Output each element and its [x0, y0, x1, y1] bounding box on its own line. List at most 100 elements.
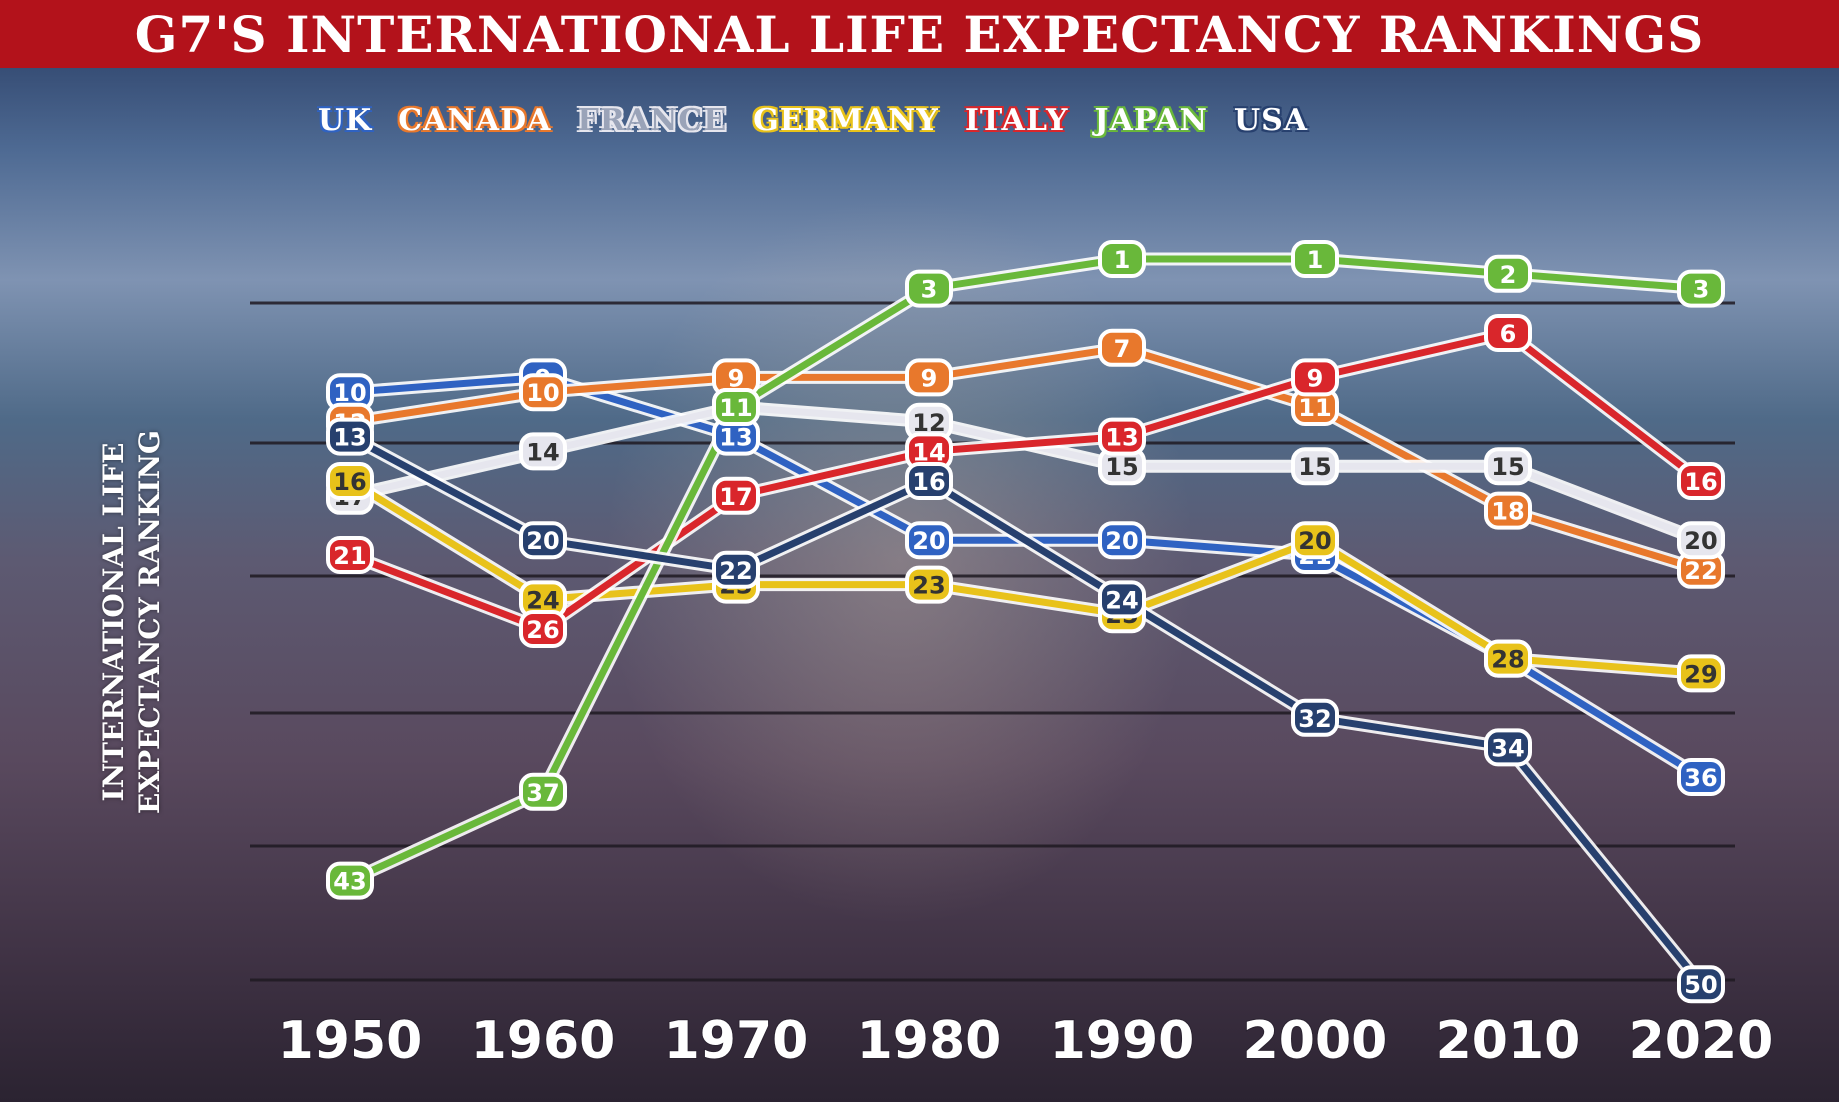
data-label-germany-1960: 24: [526, 586, 559, 614]
data-label-usa-1990: 24: [1105, 586, 1138, 614]
legend-item-canada: CANADA: [398, 102, 552, 138]
data-label-japan-1990: 1: [1114, 246, 1131, 274]
data-label-usa-1950: 13: [333, 424, 366, 452]
data-label-france-2010: 15: [1491, 453, 1524, 481]
point-italy-2020: [1677, 462, 1725, 500]
series-line-japan: [346, 255, 1705, 885]
point-germany-1950: [326, 462, 374, 500]
data-label-germany-2010: 28: [1491, 646, 1524, 674]
series-line-canada: [346, 344, 1705, 574]
data-label-canada-1960: 10: [526, 379, 559, 407]
data-label-france-2020: 20: [1684, 527, 1717, 555]
point-japan-2000: [1291, 240, 1339, 278]
data-label-uk-1950: 10: [333, 379, 366, 407]
data-label-germany-1950: 16: [333, 468, 366, 496]
data-label-italy-1950: 21: [333, 542, 366, 570]
series-germany: [343, 474, 1708, 680]
data-label-usa-2010: 34: [1491, 734, 1524, 762]
point-germany-2010: [1484, 639, 1532, 678]
point-canada-1990: [1098, 328, 1146, 367]
point-japan-1970: [712, 388, 760, 426]
point-usa-1970: [712, 550, 760, 589]
data-label-uk-1980: 20: [912, 527, 945, 555]
data-label-france-2000: 15: [1298, 453, 1331, 481]
data-label-usa-1980: 16: [912, 468, 945, 496]
data-label-uk-2020: 36: [1684, 764, 1717, 792]
data-label-canada-2010: 18: [1491, 498, 1524, 526]
data-label-italy-1980: 14: [912, 438, 945, 466]
legend-item-usa: USA: [1233, 102, 1309, 138]
point-uk-1990: [1098, 521, 1146, 560]
point-italy-2010: [1484, 314, 1532, 352]
data-label-japan-2020: 3: [1693, 276, 1710, 304]
point-italy-1960: [519, 610, 567, 648]
series-canada: [343, 341, 1708, 577]
point-italy-1970: [712, 476, 760, 515]
data-label-canada-1970: 9: [728, 364, 745, 392]
series-japan: [343, 252, 1708, 888]
y-axis-label: INTERNATIONAL LIFE EXPECTANCY RANKING: [97, 430, 166, 814]
data-label-canada-2020: 22: [1684, 557, 1717, 585]
x-tick-label-1960: 1960: [471, 1011, 616, 1071]
point-france-1960: [519, 432, 567, 471]
data-label-usa-2020: 50: [1684, 971, 1717, 999]
data-label-japan-1950: 43: [333, 868, 366, 896]
point-usa-2020: [1677, 965, 1725, 1004]
point-germany-1980: [905, 565, 953, 604]
point-uk-2020: [1677, 758, 1725, 796]
data-label-germany-1980: 23: [912, 572, 945, 600]
data-label-japan-1980: 3: [921, 276, 938, 304]
data-label-canada-2000: 11: [1298, 394, 1331, 422]
data-label-japan-1970: 11: [719, 394, 752, 422]
data-label-italy-1990: 13: [1105, 424, 1138, 452]
point-france-2020: [1677, 521, 1725, 560]
x-tick-label-2010: 2010: [1436, 1011, 1581, 1071]
data-label-france-1980: 12: [912, 409, 945, 437]
series-line-germany: [346, 477, 1705, 677]
series-italy: [343, 326, 1708, 636]
point-japan-2020: [1677, 269, 1725, 308]
point-italy-1990: [1098, 417, 1146, 456]
x-tick-label-1980: 1980: [857, 1011, 1002, 1071]
point-usa-1990: [1098, 580, 1146, 619]
data-label-usa-1960: 20: [526, 527, 559, 555]
data-label-canada-1990: 7: [1114, 335, 1131, 363]
data-label-italy-2000: 9: [1307, 364, 1324, 392]
point-canada-1980: [905, 358, 953, 397]
legend-item-uk: UK: [318, 102, 373, 138]
point-france-2010: [1484, 447, 1532, 486]
x-tick-label-1970: 1970: [664, 1011, 809, 1071]
series-usa: [343, 430, 1708, 991]
data-label-uk-1990: 20: [1105, 527, 1138, 555]
point-japan-1960: [519, 772, 567, 811]
point-usa-2000: [1291, 698, 1339, 737]
data-label-germany-2020: 29: [1684, 660, 1717, 688]
data-label-japan-1960: 37: [526, 779, 559, 807]
x-tick-label-1990: 1990: [1050, 1011, 1195, 1071]
point-italy-2000: [1291, 358, 1339, 397]
data-label-italy-1970: 17: [719, 483, 752, 511]
point-japan-1950: [326, 861, 374, 900]
data-label-italy-1960: 26: [526, 616, 559, 644]
data-label-japan-2010: 2: [1500, 261, 1517, 289]
point-japan-1980: [905, 269, 953, 308]
point-usa-1960: [519, 521, 567, 560]
point-uk-1980: [905, 521, 953, 560]
legend-item-italy: ITALY: [964, 102, 1069, 138]
point-usa-1980: [905, 462, 953, 500]
point-germany-2020: [1677, 654, 1725, 693]
point-italy-1950: [326, 536, 374, 574]
data-label-uk-1970: 13: [719, 424, 752, 452]
data-label-italy-2010: 6: [1500, 320, 1517, 348]
point-canada-1960: [519, 373, 567, 412]
data-label-usa-2000: 32: [1298, 705, 1331, 733]
series-line-usa: [346, 433, 1705, 988]
data-label-france-1990: 15: [1105, 453, 1138, 481]
data-label-france-1960: 14: [526, 438, 559, 466]
data-label-canada-1980: 9: [921, 364, 938, 392]
x-tick-label-2020: 2020: [1629, 1011, 1774, 1071]
legend: UK CANADA FRANCE GERMANY ITALY JAPAN USA: [318, 100, 1308, 140]
x-tick-label-2000: 2000: [1243, 1011, 1388, 1071]
data-label-japan-2000: 1: [1307, 246, 1324, 274]
